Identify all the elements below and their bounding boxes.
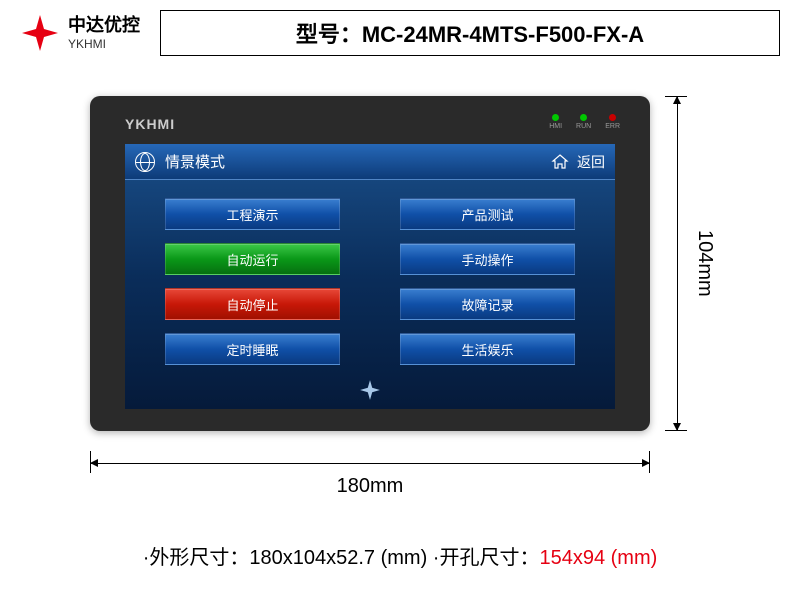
return-button[interactable]: 返回 <box>551 152 605 172</box>
menu-btn-engineering-demo[interactable]: 工程演示 <box>165 198 340 230</box>
screen-star-logo-icon <box>359 379 381 401</box>
cutout-label: ·开孔尺寸： <box>427 547 539 569</box>
menu-button-grid: 工程演示 产品测试 自动运行 手动操作 自动停止 故障记录 定时睡眠 生活娱乐 <box>125 180 615 383</box>
brand-logo-section: 中达优控 YKHMI <box>20 13 140 53</box>
led-label: HMI <box>549 123 562 130</box>
menu-btn-auto-stop[interactable]: 自动停止 <box>165 288 340 320</box>
led-hmi: HMI <box>549 114 562 130</box>
dimension-height: 104mm <box>665 96 716 431</box>
led-dot-icon <box>552 114 559 121</box>
outline-label: ·外形尺寸： <box>143 547 250 569</box>
led-label: RUN <box>576 123 591 130</box>
model-box: 型号：MC-24MR-4MTS-F500-FX-A <box>160 10 780 56</box>
led-dot-icon <box>580 114 587 121</box>
menu-btn-manual-op[interactable]: 手动操作 <box>400 243 575 275</box>
dimension-width-label: 180mm <box>337 475 404 498</box>
model-value: MC-24MR-4MTS-F500-FX-A <box>362 22 644 47</box>
status-leds: HMI RUN ERR <box>549 114 620 130</box>
brand-text: 中达优控 YKHMI <box>68 15 140 51</box>
led-err: ERR <box>605 114 620 130</box>
led-label: ERR <box>605 123 620 130</box>
cutout-value: 154x94 (mm) <box>539 547 657 569</box>
dimension-width: 180mm <box>90 451 650 498</box>
globe-icon[interactable] <box>135 152 155 172</box>
menu-btn-fault-log[interactable]: 故障记录 <box>400 288 575 320</box>
screen-title: 情景模式 <box>165 151 225 172</box>
menu-btn-timer-sleep[interactable]: 定时睡眠 <box>165 333 340 365</box>
led-dot-icon <box>609 114 616 121</box>
device-brand-label: YKHMI <box>125 116 615 132</box>
brand-name-cn: 中达优控 <box>68 15 140 37</box>
led-run: RUN <box>576 114 591 130</box>
home-icon <box>551 153 569 171</box>
device-frame: YKHMI HMI RUN ERR 情景模式 <box>90 96 650 431</box>
model-label: 型号： <box>296 22 362 47</box>
outline-value: 180x104x52.7 (mm) <box>249 547 427 569</box>
screen-titlebar: 情景模式 返回 <box>125 144 615 180</box>
return-label: 返回 <box>577 152 605 172</box>
hmi-screen[interactable]: 情景模式 返回 工程演示 产品测试 自动运行 手动操作 自动停止 故障记录 定时… <box>125 144 615 409</box>
menu-btn-auto-run[interactable]: 自动运行 <box>165 243 340 275</box>
menu-btn-product-test[interactable]: 产品测试 <box>400 198 575 230</box>
footer-dimensions: ·外形尺寸：180x104x52.7 (mm) ·开孔尺寸：154x94 (mm… <box>0 541 800 570</box>
brand-name-en: YKHMI <box>68 37 140 51</box>
dimension-height-label: 104mm <box>693 230 716 297</box>
menu-btn-entertainment[interactable]: 生活娱乐 <box>400 333 575 365</box>
star-logo-icon <box>20 13 60 53</box>
